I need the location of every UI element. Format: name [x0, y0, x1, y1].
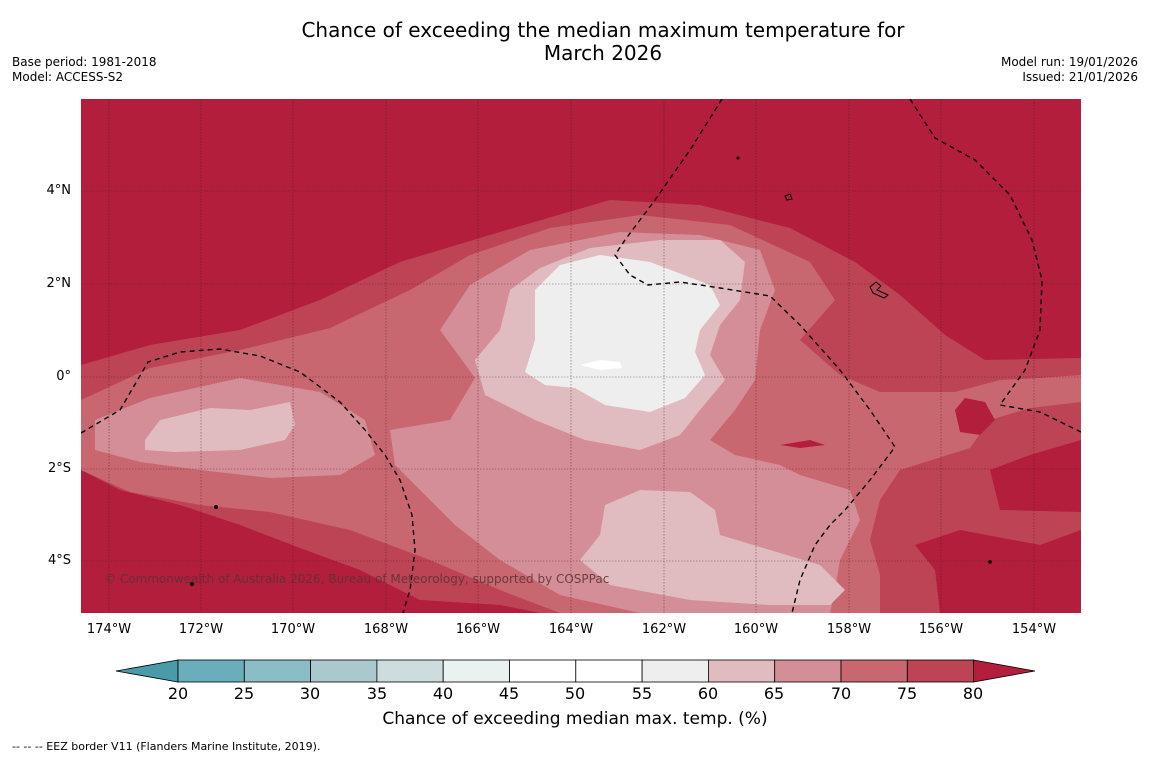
island-small-4: [988, 560, 992, 564]
cbar-tick-30: 30: [299, 684, 321, 703]
island-small-1: [214, 505, 218, 509]
cbar-seg-30-35: [310, 659, 378, 683]
meta-left: Base period: 1981-2018 Model: ACCESS-S2: [12, 55, 157, 85]
cbar-seg-65-70: [774, 659, 842, 683]
band-55-60: [525, 255, 720, 412]
model-name: Model: ACCESS-S2: [12, 70, 124, 84]
eez-border-east: [909, 99, 1081, 433]
copyright-notice: © Commonwealth of Australia 2026, Bureau…: [104, 572, 610, 586]
band-60-65: [145, 402, 295, 452]
lon-label-166w: 166°W: [455, 622, 501, 637]
lon-label-168w: 168°W: [363, 622, 409, 637]
band-70-75-west: [370, 335, 410, 355]
band-45-55-islet: [580, 360, 622, 370]
band-60-65-south: [580, 490, 845, 605]
cbar-tick-80: 80: [962, 684, 984, 703]
lon-label-156w: 156°W: [918, 622, 964, 637]
lon-label-174w: 174°W: [86, 622, 132, 637]
cbar-extend-high: [973, 659, 1036, 683]
lat-label-0: 0°: [56, 369, 71, 384]
eez-border-central: [614, 99, 896, 613]
cbar-seg-25-30: [243, 659, 312, 683]
contour-layer: [81, 99, 1081, 613]
issued-date: Issued: 21/01/2026: [1022, 70, 1138, 84]
eez-footnote: -- -- -- EEZ border V11 (Flanders Marine…: [12, 740, 321, 753]
band-75-80-dip: [780, 440, 825, 448]
cbar-seg-55-60: [641, 659, 709, 683]
band-75-80-east: [955, 398, 995, 435]
cbar-tick-25: 25: [233, 684, 255, 703]
cbar-tick-20: 20: [167, 684, 189, 703]
cbar-seg-35-40: [376, 659, 444, 683]
eez-borders: [81, 99, 1081, 613]
islands: [190, 156, 992, 586]
cbar-seg-50-55: [575, 659, 643, 683]
lat-label-4s: 4°S: [47, 553, 71, 568]
lon-label-170w: 170°W: [270, 622, 316, 637]
cbar-extend-low: [115, 659, 179, 683]
cbar-tick-55: 55: [631, 684, 653, 703]
cbar-tick-60: 60: [697, 684, 719, 703]
cbar-tick-40: 40: [432, 684, 454, 703]
cbar-tick-75: 75: [896, 684, 918, 703]
model-run: Model run: 19/01/2026: [1000, 55, 1138, 69]
cbar-seg-75-80: [906, 659, 974, 683]
title-line-1: Chance of exceeding the median maximum t…: [301, 18, 905, 42]
cbar-seg-45-50: [509, 659, 577, 683]
island-small-2: [190, 582, 194, 586]
island-small-3: [736, 156, 740, 160]
island-kiritimati: [869, 281, 889, 299]
lon-label-162w: 162°W: [641, 622, 687, 637]
cbar-seg-60-65: [708, 659, 776, 683]
cbar-tick-50: 50: [564, 684, 586, 703]
lon-label-158w: 158°W: [826, 622, 872, 637]
meta-right: Model run: 19/01/2026 Issued: 21/01/2026: [1001, 55, 1138, 85]
title-line-2: March 2026: [543, 41, 663, 65]
cbar-tick-35: 35: [366, 684, 388, 703]
chart-title: Chance of exceeding the median maximum t…: [250, 19, 956, 65]
cbar-tick-70: 70: [830, 684, 852, 703]
lon-label-154w: 154°W: [1011, 622, 1057, 637]
cbar-tick-45: 45: [498, 684, 520, 703]
lon-label-160w: 160°W: [733, 622, 779, 637]
lon-label-172w: 172°W: [178, 622, 224, 637]
cbar-seg-40-45: [442, 659, 510, 683]
lon-label-164w: 164°W: [548, 622, 594, 637]
cbar-tick-65: 65: [763, 684, 785, 703]
colorbar-label: Chance of exceeding median max. temp. (%…: [382, 709, 768, 729]
eez-border-west: [81, 348, 416, 613]
cbar-seg-70-75: [840, 659, 908, 683]
island-jarvis: [784, 193, 793, 201]
cbar-seg-20-25: [177, 659, 245, 683]
lat-label-2n: 2°N: [46, 276, 72, 291]
base-period: Base period: 1981-2018: [12, 55, 157, 69]
lat-label-2s: 2°S: [47, 461, 71, 476]
lat-label-4n: 4°N: [46, 183, 72, 198]
